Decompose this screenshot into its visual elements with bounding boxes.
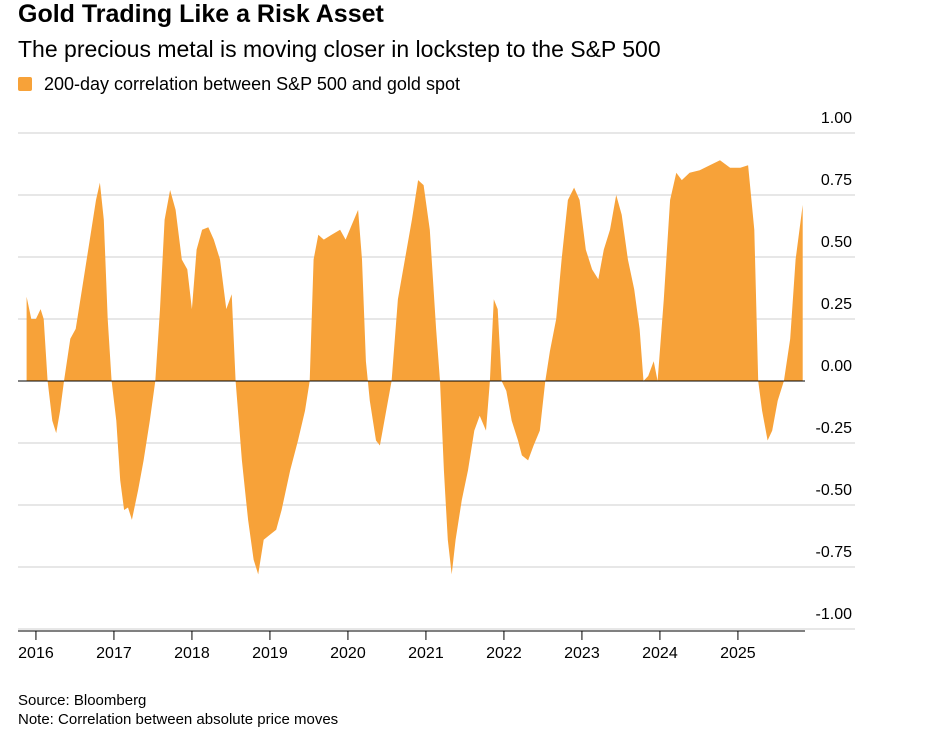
- x-tick-label: 2021: [408, 645, 444, 662]
- note: Note: Correlation between absolute price…: [18, 711, 338, 728]
- x-tick-label: 2023: [564, 645, 600, 662]
- y-tick-label: -0.75: [816, 544, 853, 561]
- x-tick-label: 2017: [96, 645, 132, 662]
- chart-subtitle: The precious metal is moving closer in l…: [18, 36, 661, 62]
- y-tick-label: 0.25: [821, 296, 852, 313]
- x-tick-label: 2020: [330, 645, 366, 662]
- chart-title: Gold Trading Like a Risk Asset: [18, 0, 385, 28]
- y-tick-label: 0.50: [821, 234, 852, 251]
- y-tick-label: 0.75: [821, 172, 852, 189]
- x-tick-label: 2016: [18, 645, 54, 662]
- y-tick-label: -1.00: [816, 606, 853, 623]
- x-tick-label: 2018: [174, 645, 210, 662]
- legend-label: 200-day correlation between S&P 500 and …: [44, 74, 460, 94]
- y-tick-label: 1.00: [821, 110, 852, 127]
- y-tick-label: 0.00: [821, 358, 852, 375]
- x-tick-label: 2022: [486, 645, 522, 662]
- y-tick-label: -0.25: [816, 420, 853, 437]
- source: Source: Bloomberg: [18, 692, 146, 709]
- x-tick-label: 2024: [642, 645, 678, 662]
- x-tick-label: 2025: [720, 645, 756, 662]
- y-tick-label: -0.50: [816, 482, 853, 499]
- area: [26, 160, 803, 575]
- legend-swatch: [18, 77, 32, 91]
- x-tick-label: 2019: [252, 645, 288, 662]
